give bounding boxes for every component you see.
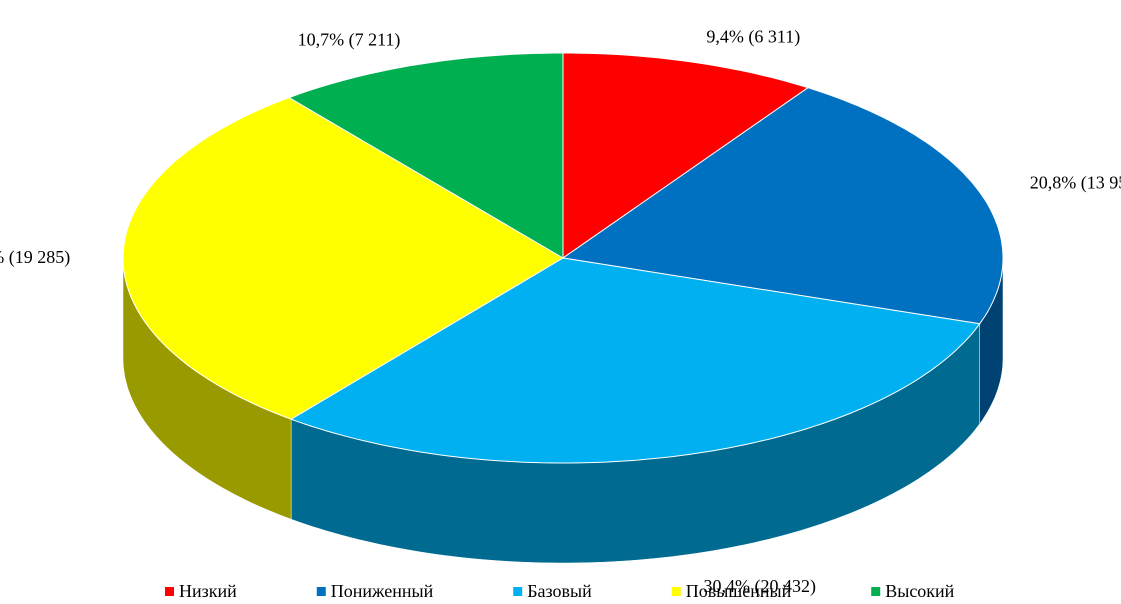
legend-swatch — [316, 587, 326, 596]
legend: Низкий Пониженный Базовый Повышенный Высокий — [165, 581, 955, 601]
data-label: 20,8% (13 957) — [1030, 172, 1121, 193]
legend-label: Низкий — [179, 581, 237, 601]
pie-slice — [561, 87, 1004, 325]
data-labels: 9,4% (6 311) 20,8% (13 957) 30,4% (20 432)… — [0, 26, 1121, 597]
pie-slice — [122, 97, 564, 420]
pie-slice — [287, 52, 564, 259]
pie-slice — [289, 257, 981, 464]
pie-slice — [562, 52, 810, 259]
legend-swatch — [671, 587, 681, 596]
data-label: 28,7% (19 285) — [0, 247, 70, 268]
data-label: 10,7% (7 211) — [298, 29, 401, 50]
pie-sides — [122, 257, 1004, 564]
legend-label: Повышенный — [686, 581, 792, 601]
legend-label: Пониженный — [331, 581, 434, 601]
data-label: 9,4% (6 311) — [706, 26, 800, 47]
data-label: 30,4% (20 432) — [703, 576, 815, 597]
legend-swatch — [513, 587, 523, 596]
legend-swatch — [871, 587, 881, 596]
pie-tops — [122, 52, 1004, 464]
legend-label: Базовый — [527, 581, 592, 601]
legend-swatch — [165, 587, 174, 596]
legend-label: Высокий — [885, 581, 954, 601]
